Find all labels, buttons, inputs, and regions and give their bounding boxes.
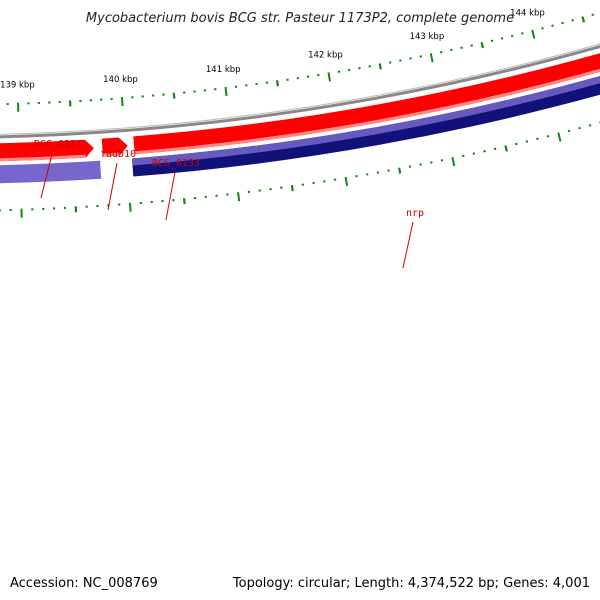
- inner-tick-mark: [591, 13, 595, 16]
- scale-label: 140 kbp: [103, 75, 138, 85]
- reverse-gene-4: [101, 137, 128, 157]
- reverse-strand-track: [0, 53, 600, 162]
- reverse-gene-5: [133, 53, 600, 155]
- outer-tick-mark: [451, 156, 456, 167]
- scale-label: 141 kbp: [206, 65, 241, 75]
- inner-tick-ring: [6, 13, 595, 112]
- inner-tick-mark: [172, 92, 176, 99]
- inner-tick-mark: [480, 41, 485, 49]
- outer-tick-mark: [567, 129, 571, 133]
- forward-strand-track: [0, 75, 600, 184]
- outer-tick-mark: [557, 132, 562, 142]
- gene-label: BCG_0131: [34, 139, 82, 150]
- reverse-gene-3-highlight: [0, 154, 86, 162]
- outer-tick-mark: [344, 176, 349, 187]
- scale-label: 142 kbp: [308, 51, 343, 61]
- backbone-line-highlight: [0, 43, 600, 135]
- scale-label: 139 kbp: [0, 81, 35, 91]
- backbone-layer: [0, 43, 600, 139]
- outer-tick-mark: [504, 145, 508, 152]
- inner-tick-mark: [378, 63, 382, 70]
- scale-label: 143 kbp: [410, 32, 445, 42]
- inner-tick-mark: [429, 53, 434, 63]
- inner-tick-mark: [275, 80, 279, 87]
- outer-tick-mark: [578, 126, 581, 130]
- outer-tick-mark: [398, 167, 402, 174]
- inner-tick-mark: [224, 86, 228, 97]
- gene-label: nrp: [406, 208, 424, 219]
- reverse-gene-4-highlight: [102, 152, 120, 157]
- gene-label-leader: [165, 171, 176, 221]
- genome-title: Mycobacterium bovis BCG str. Pasteur 117…: [86, 11, 514, 26]
- outer-tick-mark: [290, 185, 294, 192]
- inner-tick-mark: [120, 97, 124, 107]
- scale-label: 144 kbp: [510, 9, 545, 19]
- gene-label: BCG_0133: [152, 158, 200, 169]
- forward-gene-3-shade: [131, 75, 600, 166]
- accession-text: Accession: NC_008769: [10, 576, 158, 591]
- inner-tick-mark: [551, 24, 554, 27]
- gene-label: fadD10: [100, 149, 136, 160]
- backbone-line: [0, 44, 600, 139]
- outer-tick-mark: [182, 198, 186, 205]
- outer-tick-mark: [237, 192, 241, 202]
- gene-label-leader: [107, 162, 118, 211]
- genome-summary-text: Topology: circular; Length: 4,374,522 bp…: [232, 576, 590, 591]
- inner-tick-mark: [531, 29, 536, 39]
- outer-tick-mark: [588, 124, 592, 127]
- outer-tick-mark: [128, 202, 132, 212]
- gene-label-leader: [40, 153, 53, 199]
- inner-tick-mark: [561, 21, 564, 25]
- inner-tick-mark: [571, 19, 574, 22]
- inner-tick-mark: [327, 72, 331, 82]
- gene-label-leader: [402, 221, 414, 269]
- inner-tick-mark: [541, 27, 544, 30]
- inner-tick-mark: [581, 16, 586, 23]
- outer-tick-ring: [0, 121, 600, 218]
- forward-gene-2-shade: [0, 160, 101, 173]
